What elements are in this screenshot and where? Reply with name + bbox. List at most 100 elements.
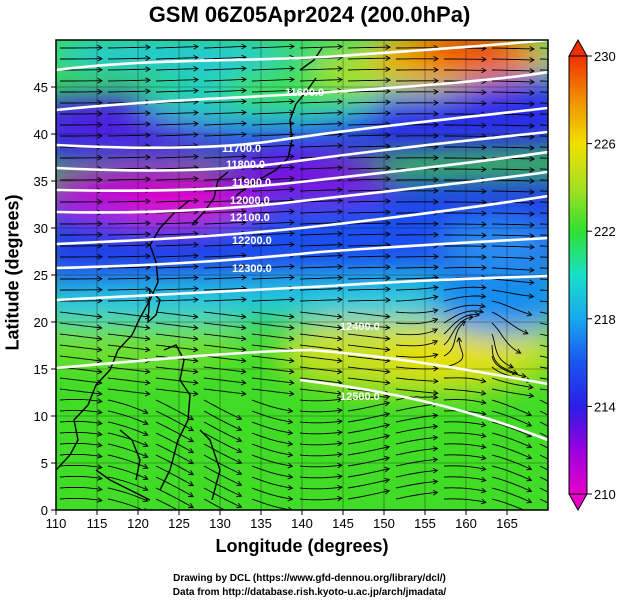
streamline <box>251 421 293 434</box>
streamline-arrow <box>384 422 391 429</box>
streamline <box>251 298 295 302</box>
streamline <box>491 355 527 378</box>
streamline-arrow <box>241 98 247 105</box>
streamline-arrow <box>96 497 103 503</box>
streamline-arrow <box>337 230 343 237</box>
streamline <box>491 410 532 427</box>
streamline <box>491 47 535 50</box>
streamline-arrow <box>529 156 535 162</box>
streamline-arrow <box>432 412 439 419</box>
streamline-arrow <box>96 464 103 470</box>
streamline <box>107 112 150 115</box>
contour-label-11900: 11900.0 <box>232 177 271 189</box>
streamline-arrow <box>289 164 295 171</box>
streamline <box>155 90 199 93</box>
streamline-arrow <box>481 144 487 151</box>
streamline <box>539 410 548 416</box>
streamline-arrow <box>188 426 195 432</box>
streamline-arrow <box>529 134 535 140</box>
streamline <box>395 353 438 358</box>
streamline-arrow <box>432 317 439 324</box>
streamline <box>107 399 148 414</box>
streamline-arrow <box>193 252 199 259</box>
streamline-arrow <box>480 476 487 483</box>
streamline-arrow <box>479 303 486 309</box>
streamline <box>59 322 102 329</box>
y-axis-label: Latitude (degrees) <box>2 194 23 351</box>
streamline <box>491 443 532 459</box>
streamline <box>299 475 342 479</box>
streamline <box>347 457 390 467</box>
streamline <box>107 57 150 60</box>
streamline <box>107 333 150 340</box>
streamline-arrow <box>385 253 391 259</box>
streamline <box>107 68 150 71</box>
streamline-arrow <box>433 155 439 161</box>
streamline <box>443 465 486 470</box>
streamline <box>491 487 532 503</box>
streamline-arrow <box>236 480 243 486</box>
streamline <box>203 322 246 329</box>
streamline-arrow <box>384 394 391 401</box>
streamline-arrow <box>529 279 535 286</box>
streamline <box>251 388 294 395</box>
streamline <box>203 355 246 362</box>
streamline-arrow <box>433 111 439 117</box>
streamline <box>539 487 548 493</box>
streamline <box>155 421 194 442</box>
streamline <box>155 299 199 302</box>
streamline-arrow <box>145 88 151 94</box>
streamline-arrow <box>481 264 487 271</box>
streamline-arrow <box>529 222 535 228</box>
streamline <box>251 210 295 214</box>
streamline-arrow <box>526 498 533 504</box>
streamline-arrow <box>385 132 391 138</box>
streamline-arrow <box>432 328 439 334</box>
streamline <box>347 134 391 137</box>
streamline-arrow <box>97 198 103 205</box>
streamline <box>107 79 150 82</box>
streamline <box>491 223 535 226</box>
streamline <box>491 168 535 171</box>
streamline-arrow <box>337 495 343 502</box>
streamline <box>59 420 102 425</box>
streamline <box>59 442 102 447</box>
streamline-arrow <box>193 153 199 160</box>
streamline-arrow <box>240 324 247 331</box>
streamline-arrow <box>241 241 247 248</box>
streamline-arrow <box>142 452 149 459</box>
streamline <box>299 200 343 203</box>
streamline-arrow <box>526 421 533 427</box>
streamline <box>443 421 486 426</box>
streamline <box>251 487 293 500</box>
colorbar-bar <box>568 55 588 495</box>
streamline <box>107 123 150 126</box>
streamline-arrow <box>529 68 535 74</box>
streamline <box>299 145 343 148</box>
streamline <box>299 255 343 258</box>
streamline <box>59 486 102 491</box>
streamline-arrow <box>385 88 391 94</box>
streamline-arrow <box>193 175 199 182</box>
streamline-arrow <box>385 264 391 270</box>
y-tick-label: 20 <box>34 315 48 330</box>
streamline-arrow <box>96 475 103 481</box>
streamline <box>395 328 438 336</box>
streamline <box>251 45 295 49</box>
streamline <box>347 333 390 340</box>
streamline-arrow <box>385 165 391 171</box>
streamline <box>251 443 293 456</box>
streamline <box>539 69 548 71</box>
streamline-arrow <box>97 66 103 73</box>
streamline <box>59 398 102 403</box>
streamline <box>107 465 148 480</box>
streamline <box>107 421 148 436</box>
streamline-arrow <box>193 230 199 237</box>
streamline-arrow <box>432 456 439 463</box>
streamline <box>251 111 295 115</box>
y-tick-label: 35 <box>34 174 48 189</box>
streamline <box>347 156 391 159</box>
streamline <box>539 201 548 203</box>
streamline <box>107 476 148 491</box>
streamline <box>539 333 548 337</box>
